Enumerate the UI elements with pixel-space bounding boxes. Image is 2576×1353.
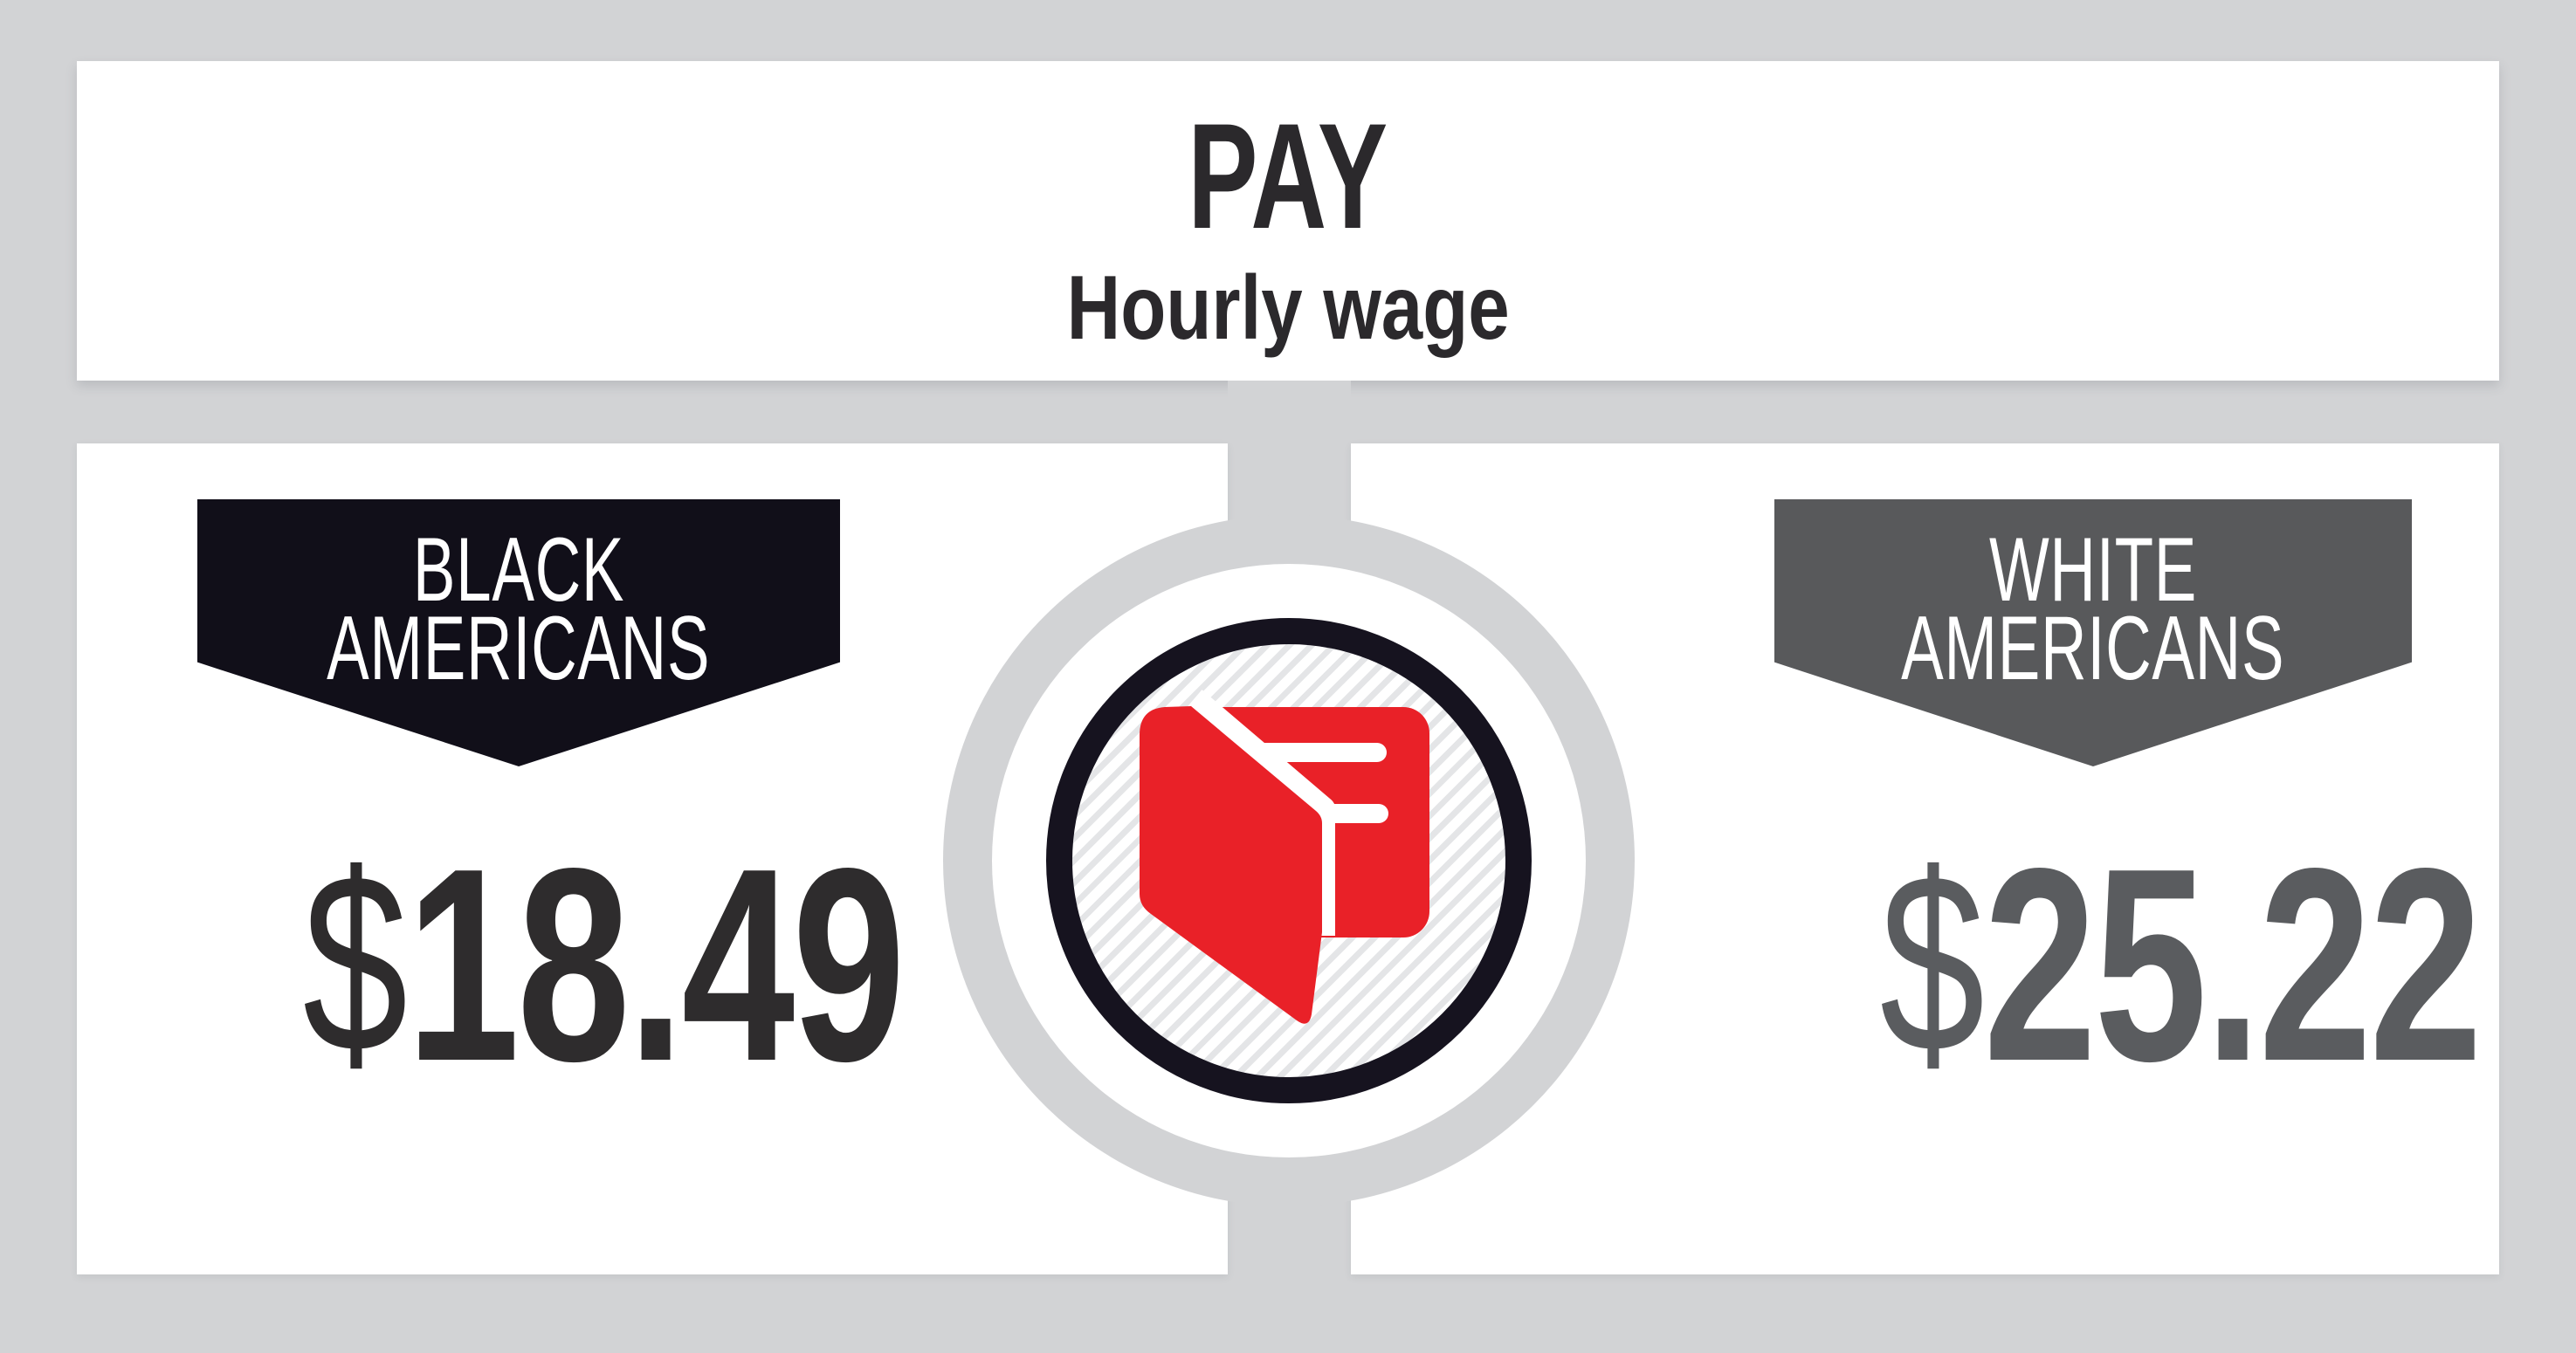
badge-label-line2: AMERICANS	[1901, 598, 2285, 699]
page-subtitle-text: Hourly wage	[1066, 258, 1510, 359]
page-title: PAY	[1145, 101, 1431, 251]
wage-value: 18.49	[406, 811, 905, 1118]
black-americans-wage: $18.49	[197, 828, 906, 1124]
wage-value: 25.22	[1983, 811, 2482, 1118]
dollar-sign: $	[302, 821, 408, 1105]
header-card: PAY Hourly wage	[77, 61, 2499, 381]
badge-label-line1: BLACK	[412, 519, 625, 621]
page-title-text: PAY	[1188, 93, 1388, 260]
wallet-icon	[1140, 690, 1429, 1024]
badge-label-line2: AMERICANS	[327, 598, 711, 699]
page-subtitle: Hourly wage	[1018, 257, 1558, 360]
wallet-flap	[1140, 706, 1322, 1024]
white-americans-wage: $25.22	[1774, 828, 2483, 1124]
wallet-stripe-top	[1240, 743, 1387, 762]
badge-label-line1: WHITE	[1988, 519, 2198, 621]
dollar-sign: $	[1879, 821, 1985, 1105]
